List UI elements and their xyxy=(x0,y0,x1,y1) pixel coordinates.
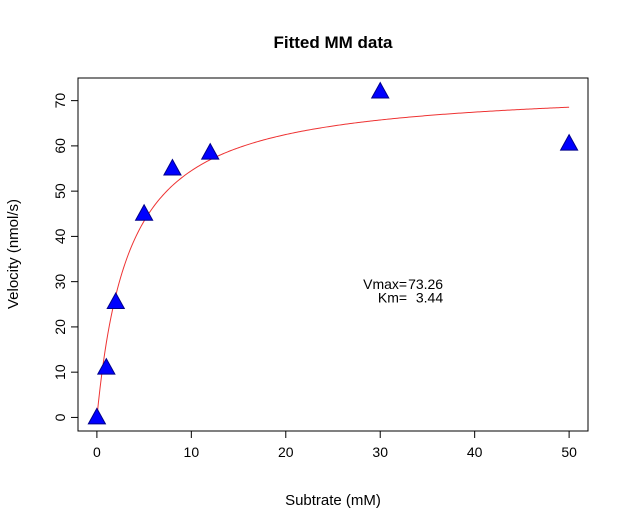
data-points-layer xyxy=(87,81,579,425)
data-point xyxy=(370,81,390,99)
chart-title: Fitted MM data xyxy=(274,33,394,52)
data-point xyxy=(200,142,220,160)
x-tick-label-40: 40 xyxy=(467,444,483,460)
annotation-value: 3.44 xyxy=(416,289,443,305)
y-tick-label-60: 60 xyxy=(52,138,68,154)
data-point xyxy=(163,158,182,176)
y-tick-label-40: 40 xyxy=(52,228,68,244)
data-point xyxy=(106,291,126,309)
x-tick-label-20: 20 xyxy=(278,444,294,460)
x-axis-label: Subtrate (mM) xyxy=(285,492,381,509)
y-tick-label-50: 50 xyxy=(52,183,68,199)
y-axis-label: Velocity (nmol/s) xyxy=(5,199,22,309)
y-tick-label-20: 20 xyxy=(52,319,68,335)
y-tick-label-30: 30 xyxy=(52,274,68,290)
y-tick-label-10: 10 xyxy=(52,364,68,380)
plot-frame xyxy=(77,77,589,432)
data-point xyxy=(87,407,107,425)
fitted-curve xyxy=(96,106,570,418)
data-point xyxy=(96,357,116,375)
data-point xyxy=(559,133,579,151)
x-tick-label-10: 10 xyxy=(184,444,200,460)
x-axis: 0 10 20 30 40 50 xyxy=(93,431,577,460)
fitted-curve-layer xyxy=(96,106,570,418)
x-tick-label-30: 30 xyxy=(372,444,388,460)
annotation-value: 73.26 xyxy=(408,276,443,292)
data-point xyxy=(134,203,154,221)
annotation-name: Vmax= xyxy=(363,276,407,292)
y-axis: 0 10 20 30 40 50 60 70 xyxy=(52,93,78,421)
y-tick-label-0: 0 xyxy=(52,413,68,421)
x-tick-label-0: 0 xyxy=(93,444,101,460)
x-tick-label-50: 50 xyxy=(561,444,577,460)
y-tick-label-70: 70 xyxy=(52,93,68,109)
annotation-name: Km= xyxy=(378,289,407,305)
